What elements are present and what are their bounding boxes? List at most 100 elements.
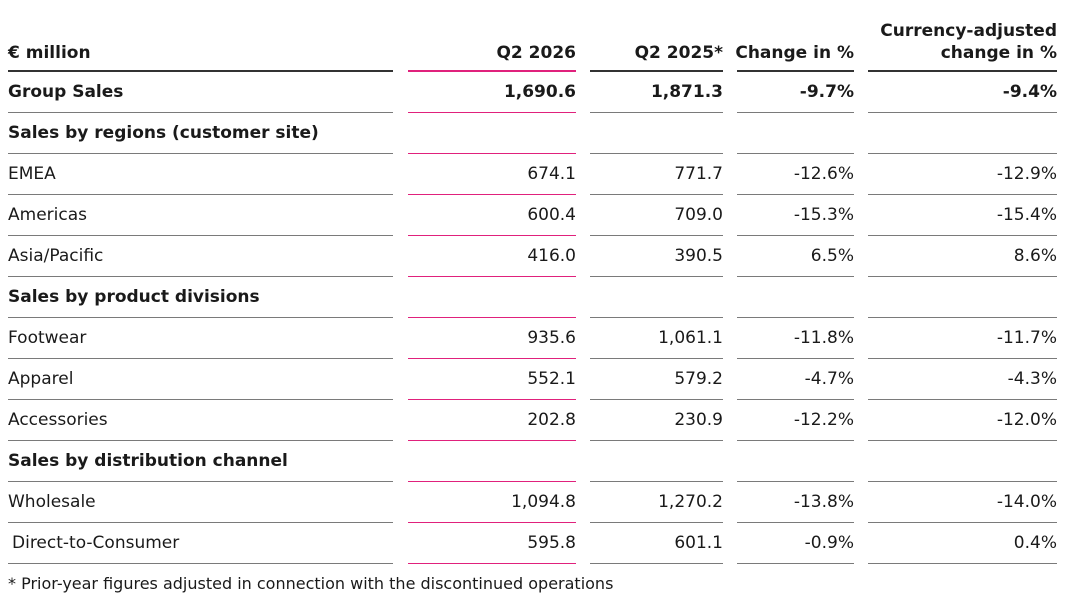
row-rule bbox=[8, 276, 393, 277]
row-rule bbox=[590, 522, 723, 523]
cell-q2-2025: 1,061.1 bbox=[658, 328, 723, 348]
row-rule-accent bbox=[408, 111, 576, 113]
row-rule bbox=[737, 440, 854, 441]
row-rule bbox=[868, 235, 1057, 236]
header-rule-accent bbox=[408, 70, 576, 72]
row-rule bbox=[737, 194, 854, 195]
cell-q2-2025: 390.5 bbox=[674, 246, 723, 266]
row-rule bbox=[737, 276, 854, 277]
row-rule bbox=[8, 358, 393, 359]
cell-q2-2026 bbox=[408, 113, 576, 154]
cell-fx-change: 8.6% bbox=[1013, 246, 1057, 266]
table-row: Direct-to-Consumer 595.8 601.1 -0.9% 0.4% bbox=[0, 523, 1080, 564]
row-rule-accent bbox=[408, 480, 576, 482]
cell-q2-2025: 601.1 bbox=[674, 533, 723, 553]
row-rule bbox=[868, 317, 1057, 318]
row-rule bbox=[590, 235, 723, 236]
table-row: Sales by distribution channel bbox=[0, 441, 1080, 482]
row-rule bbox=[8, 317, 393, 318]
cell-q2-2026: 1,094.8 bbox=[511, 492, 576, 512]
row-rule-accent bbox=[408, 152, 576, 154]
row-label: EMEA bbox=[8, 164, 56, 184]
row-rule bbox=[737, 317, 854, 318]
row-rule bbox=[590, 563, 723, 564]
cell-fx-change bbox=[868, 441, 1057, 482]
cell-q2-2026 bbox=[408, 277, 576, 318]
row-rule bbox=[8, 440, 393, 441]
row-label: Americas bbox=[8, 205, 87, 225]
cell-q2-2025: 1,871.3 bbox=[650, 82, 723, 102]
row-rule bbox=[590, 399, 723, 400]
row-rule bbox=[737, 399, 854, 400]
row-rule bbox=[590, 276, 723, 277]
cell-change: -4.7% bbox=[804, 369, 854, 389]
cell-fx-change: -9.4% bbox=[1002, 82, 1057, 102]
row-label: Direct-to-Consumer bbox=[12, 533, 180, 553]
header-q2-2026: Q2 2026 bbox=[496, 43, 576, 63]
cell-change bbox=[737, 277, 854, 318]
cell-q2-2026: 416.0 bbox=[527, 246, 576, 266]
row-label: Group Sales bbox=[8, 82, 124, 102]
cell-q2-2025 bbox=[590, 277, 723, 318]
cell-q2-2025 bbox=[590, 441, 723, 482]
cell-fx-change: -12.0% bbox=[996, 410, 1057, 430]
row-rule-accent bbox=[408, 275, 576, 277]
row-rule bbox=[8, 481, 393, 482]
table-row: EMEA 674.1 771.7 -12.6% -12.9% bbox=[0, 154, 1080, 195]
row-rule bbox=[737, 522, 854, 523]
row-rule-accent bbox=[408, 439, 576, 441]
row-rule-accent bbox=[408, 562, 576, 564]
row-rule bbox=[8, 112, 393, 113]
cell-q2-2026: 595.8 bbox=[527, 533, 576, 553]
cell-change: -12.6% bbox=[793, 164, 854, 184]
row-rule bbox=[737, 563, 854, 564]
table-row: Apparel 552.1 579.2 -4.7% -4.3% bbox=[0, 359, 1080, 400]
row-rule bbox=[868, 440, 1057, 441]
row-rule bbox=[868, 481, 1057, 482]
row-rule bbox=[8, 194, 393, 195]
row-rule bbox=[590, 358, 723, 359]
header-fx-change-line2: change in % bbox=[940, 43, 1057, 63]
row-rule bbox=[868, 399, 1057, 400]
table-row: Americas 600.4 709.0 -15.3% -15.4% bbox=[0, 195, 1080, 236]
cell-change bbox=[737, 113, 854, 154]
header-rule bbox=[8, 70, 393, 72]
cell-fx-change: -4.3% bbox=[1007, 369, 1057, 389]
table-row: Sales by product divisions bbox=[0, 277, 1080, 318]
row-rule bbox=[868, 358, 1057, 359]
row-label: Asia/Pacific bbox=[8, 246, 104, 266]
cell-change: -13.8% bbox=[793, 492, 854, 512]
row-label: Wholesale bbox=[8, 492, 96, 512]
row-rule-accent bbox=[408, 398, 576, 400]
cell-change: -12.2% bbox=[793, 410, 854, 430]
header-rule bbox=[868, 70, 1057, 72]
cell-change: -9.7% bbox=[799, 82, 854, 102]
row-rule bbox=[590, 440, 723, 441]
row-label: Sales by regions (customer site) bbox=[8, 123, 319, 143]
cell-q2-2025: 230.9 bbox=[674, 410, 723, 430]
cell-change: -15.3% bbox=[793, 205, 854, 225]
row-rule bbox=[737, 235, 854, 236]
cell-q2-2026: 674.1 bbox=[527, 164, 576, 184]
cell-q2-2025: 1,270.2 bbox=[658, 492, 723, 512]
cell-fx-change: 0.4% bbox=[1013, 533, 1057, 553]
row-label: Sales by distribution channel bbox=[8, 451, 288, 471]
cell-change: 6.5% bbox=[810, 246, 854, 266]
cell-fx-change: -12.9% bbox=[996, 164, 1057, 184]
row-rule bbox=[737, 112, 854, 113]
row-rule bbox=[868, 153, 1057, 154]
row-rule bbox=[590, 317, 723, 318]
cell-fx-change: -14.0% bbox=[996, 492, 1057, 512]
row-rule bbox=[8, 522, 393, 523]
row-rule bbox=[737, 358, 854, 359]
table-row: Accessories 202.8 230.9 -12.2% -12.0% bbox=[0, 400, 1080, 441]
row-rule bbox=[8, 399, 393, 400]
table-row: Sales by regions (customer site) bbox=[0, 113, 1080, 154]
cell-q2-2025 bbox=[590, 113, 723, 154]
row-rule bbox=[737, 153, 854, 154]
header-rule bbox=[590, 70, 723, 72]
cell-change bbox=[737, 441, 854, 482]
row-label: Apparel bbox=[8, 369, 74, 389]
cell-q2-2026: 935.6 bbox=[527, 328, 576, 348]
row-rule-accent bbox=[408, 521, 576, 523]
